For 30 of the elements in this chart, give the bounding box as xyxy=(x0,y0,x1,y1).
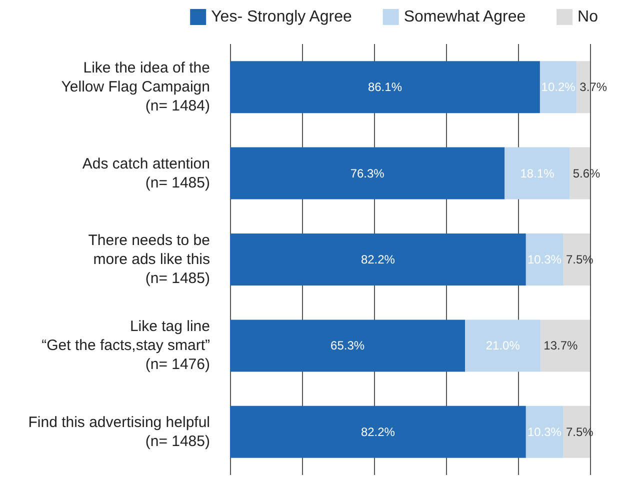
data-label: 13.7% xyxy=(544,338,578,353)
data-label: 10.3% xyxy=(527,424,562,439)
legend-label: No xyxy=(578,8,598,26)
data-label: 21.0% xyxy=(486,338,520,353)
data-label: 10.3% xyxy=(527,252,562,266)
bar xyxy=(230,234,526,286)
data-label: 82.2% xyxy=(360,424,396,439)
y-tick-label: There needs to be more ads like this (n= 1485) xyxy=(88,232,210,287)
bar xyxy=(526,234,563,286)
bar xyxy=(230,147,505,200)
legend-label: Yes- Strongly Agree xyxy=(211,8,352,26)
bar xyxy=(540,61,577,114)
bar xyxy=(230,406,526,458)
bar xyxy=(540,320,590,372)
y-tick-label: Like the idea of the Yellow Flag Campaign (n= 1484) xyxy=(61,60,210,115)
bar xyxy=(526,406,563,458)
y-tick-label: Ads catch attention (n= 1485) xyxy=(82,155,210,192)
data-label: 86.1% xyxy=(368,80,402,94)
y-tick-label: Like tag line “Get the facts,stay smart” (n= 1476) xyxy=(42,318,210,374)
data-label: 10.2% xyxy=(541,80,576,94)
data-label: 76.3% xyxy=(350,166,385,180)
bar xyxy=(465,320,541,372)
y-tick-label: Find this advertising helpful (n= 1485) xyxy=(28,414,210,450)
legend-label: Somewhat Agree xyxy=(404,8,526,26)
bar xyxy=(230,320,466,372)
data-label: 65.3% xyxy=(330,338,365,353)
data-label: 82.2% xyxy=(360,252,396,266)
bar xyxy=(504,147,570,200)
bar xyxy=(230,61,540,114)
data-label: 18.1% xyxy=(520,166,555,180)
